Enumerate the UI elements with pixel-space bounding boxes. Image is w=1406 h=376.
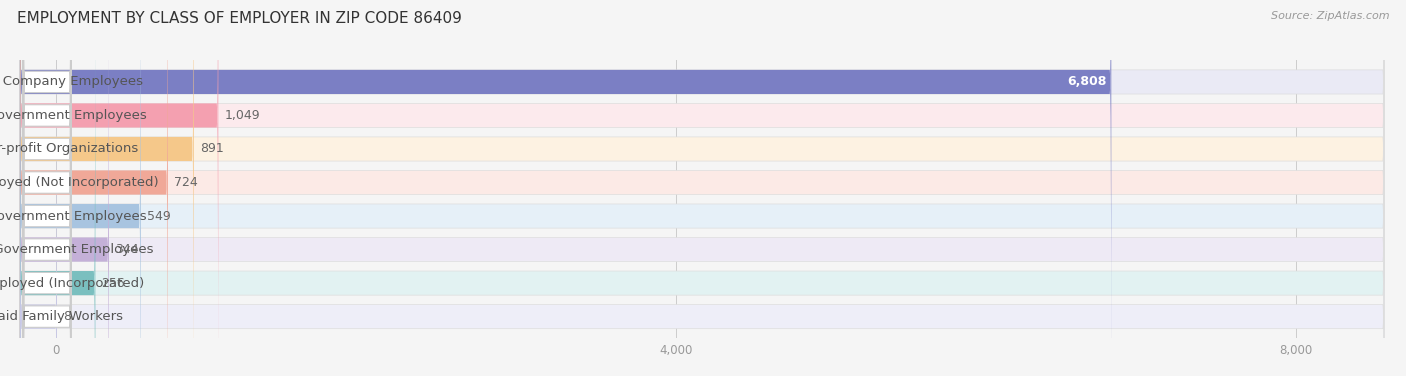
Text: 6,808: 6,808 [1067,76,1107,88]
Text: 8: 8 [63,310,72,323]
FancyBboxPatch shape [20,0,1385,376]
FancyBboxPatch shape [20,0,141,376]
FancyBboxPatch shape [20,0,1385,376]
FancyBboxPatch shape [20,0,1385,376]
Text: Private Company Employees: Private Company Employees [0,76,142,88]
FancyBboxPatch shape [20,0,1385,376]
FancyBboxPatch shape [22,0,72,376]
Text: State Government Employees: State Government Employees [0,209,146,223]
FancyBboxPatch shape [20,0,1385,376]
FancyBboxPatch shape [20,0,110,376]
Text: 891: 891 [200,143,224,156]
FancyBboxPatch shape [22,0,72,376]
FancyBboxPatch shape [20,0,1385,376]
FancyBboxPatch shape [20,0,194,376]
Text: EMPLOYMENT BY CLASS OF EMPLOYER IN ZIP CODE 86409: EMPLOYMENT BY CLASS OF EMPLOYER IN ZIP C… [17,11,461,26]
FancyBboxPatch shape [22,0,72,376]
Text: 344: 344 [115,243,139,256]
Text: 1,049: 1,049 [225,109,260,122]
FancyBboxPatch shape [22,26,72,376]
FancyBboxPatch shape [20,0,1385,376]
FancyBboxPatch shape [22,0,72,373]
FancyBboxPatch shape [22,0,72,376]
Text: Federal Government Employees: Federal Government Employees [0,243,153,256]
FancyBboxPatch shape [20,0,1111,376]
Text: 724: 724 [174,176,198,189]
Text: Self-Employed (Incorporated): Self-Employed (Incorporated) [0,277,145,290]
FancyBboxPatch shape [20,0,218,376]
FancyBboxPatch shape [20,0,167,376]
Text: Self-Employed (Not Incorporated): Self-Employed (Not Incorporated) [0,176,159,189]
Text: 256: 256 [101,277,125,290]
FancyBboxPatch shape [20,0,56,376]
Text: 549: 549 [148,209,170,223]
Text: Not-for-profit Organizations: Not-for-profit Organizations [0,143,138,156]
Text: Source: ZipAtlas.com: Source: ZipAtlas.com [1271,11,1389,21]
FancyBboxPatch shape [22,0,72,376]
FancyBboxPatch shape [22,0,72,376]
FancyBboxPatch shape [20,0,1385,376]
FancyBboxPatch shape [20,0,96,376]
Text: Local Government Employees: Local Government Employees [0,109,146,122]
Text: Unpaid Family Workers: Unpaid Family Workers [0,310,124,323]
